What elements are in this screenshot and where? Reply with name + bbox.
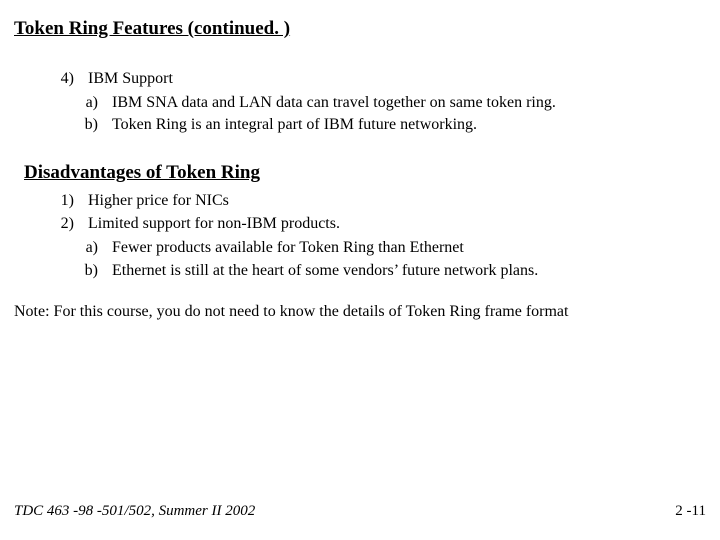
footer-left: TDC 463 -98 -501/502, Summer II 2002 [14,503,255,520]
list-number: 2) [48,213,88,235]
list-number: a) [76,237,112,259]
list-item: 1) Higher price for NICs [48,190,706,212]
list-text: IBM SNA data and LAN data can travel tog… [112,92,556,114]
list-text: Ethernet is still at the heart of some v… [112,260,538,282]
list-subitem: b) Token Ring is an integral part of IBM… [76,114,706,136]
list-number: b) [76,114,112,136]
section-subtitle: Disadvantages of Token Ring [24,162,706,184]
list-subitem: a) IBM SNA data and LAN data can travel … [76,92,706,114]
slide-page: Token Ring Features (continued. ) 4) IBM… [0,0,720,540]
list-text: Higher price for NICs [88,190,229,212]
list-subitem: a) Fewer products available for Token Ri… [76,237,706,259]
features-list: 4) IBM Support a) IBM SNA data and LAN d… [14,68,706,136]
list-item: 2) Limited support for non-IBM products. [48,213,706,235]
list-text: Fewer products available for Token Ring … [112,237,464,259]
list-text: Token Ring is an integral part of IBM fu… [112,114,477,136]
list-subitem: b) Ethernet is still at the heart of som… [76,260,706,282]
footer-right: 2 -11 [675,503,706,520]
list-text: Limited support for non-IBM products. [88,213,340,235]
list-number: 1) [48,190,88,212]
disadvantages-list: 1) Higher price for NICs 2) Limited supp… [14,190,706,281]
list-item: 4) IBM Support [48,68,706,90]
list-number: a) [76,92,112,114]
slide-footer: TDC 463 -98 -501/502, Summer II 2002 2 -… [14,503,706,520]
slide-title: Token Ring Features (continued. ) [14,18,706,40]
list-text: IBM Support [88,68,173,90]
list-number: b) [76,260,112,282]
note-text: Note: For this course, you do not need t… [14,303,706,321]
list-number: 4) [48,68,88,90]
